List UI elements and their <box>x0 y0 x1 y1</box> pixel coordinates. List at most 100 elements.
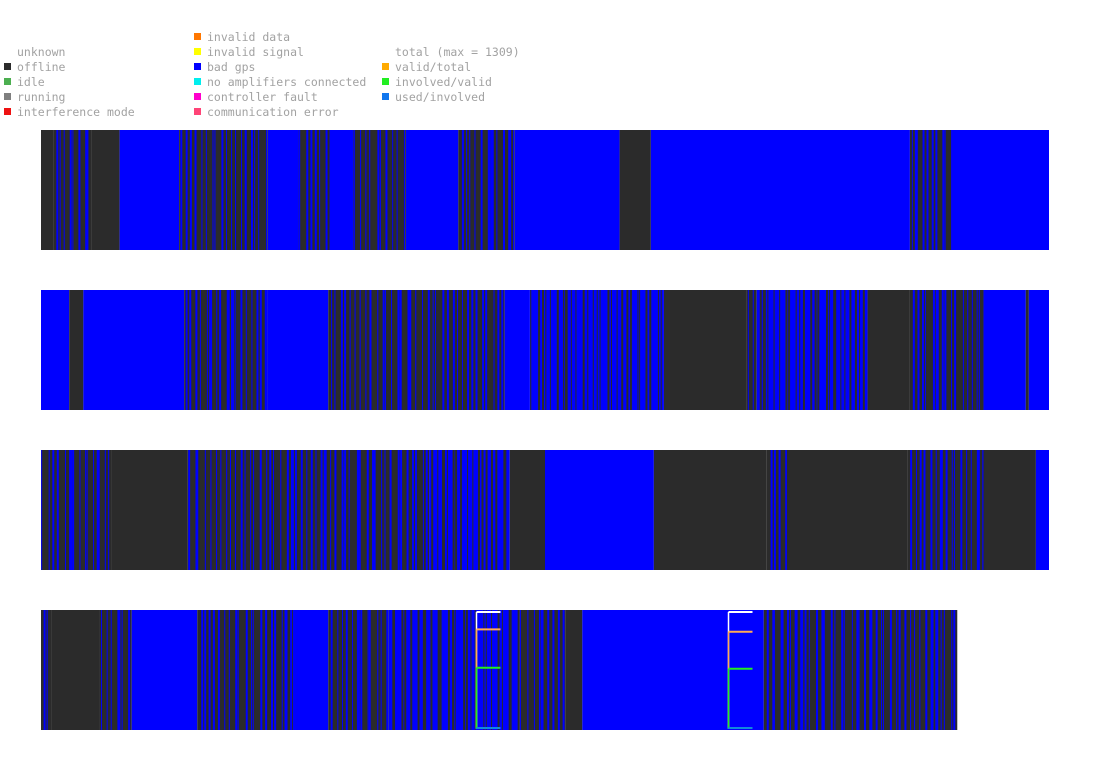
status-tick <box>41 450 43 570</box>
status-segment <box>69 290 84 410</box>
status-segment <box>267 290 329 410</box>
status-tick <box>800 610 804 730</box>
status-tick <box>250 130 253 250</box>
status-tick <box>849 290 852 410</box>
status-tick <box>121 610 123 730</box>
status-tick <box>607 290 610 410</box>
legend-swatch <box>194 33 201 40</box>
status-tick <box>457 290 459 410</box>
status-tick <box>935 130 938 250</box>
status-tick <box>452 610 455 730</box>
status-tick <box>505 450 507 570</box>
status-tick <box>461 130 464 250</box>
status-tick <box>201 610 204 730</box>
status-segment <box>51 610 100 730</box>
status-tick <box>437 610 440 730</box>
status-tick <box>204 610 207 730</box>
status-tick <box>789 610 791 730</box>
status-tick <box>951 290 953 410</box>
legend-swatch <box>4 93 11 100</box>
status-tick <box>220 450 222 570</box>
status-tick <box>240 450 243 570</box>
status-segment <box>565 610 583 730</box>
status-tick <box>240 290 243 410</box>
status-segment <box>983 450 1036 570</box>
status-segment <box>197 610 293 730</box>
status-tick <box>530 290 532 410</box>
status-tick <box>265 610 268 730</box>
status-tick <box>306 130 309 250</box>
legend-swatch <box>4 78 11 85</box>
status-tick <box>816 610 819 730</box>
status-tick <box>517 610 520 730</box>
status-tick <box>281 610 283 730</box>
status-segment <box>131 610 198 730</box>
status-tick <box>78 130 81 250</box>
status-tick <box>496 130 498 250</box>
status-tick <box>480 130 483 250</box>
status-tick <box>817 290 820 410</box>
status-tick <box>195 450 198 570</box>
status-segment <box>99 610 132 730</box>
status-tick <box>231 290 235 410</box>
status-tick <box>329 130 332 250</box>
status-tick <box>194 130 197 250</box>
status-tick <box>254 130 256 250</box>
status-tick <box>356 610 360 730</box>
status-tick <box>953 610 956 730</box>
status-tick <box>401 610 404 730</box>
status-tick <box>660 290 662 410</box>
status-tick <box>960 450 963 570</box>
status-tick <box>889 610 892 730</box>
status-segment <box>41 130 54 250</box>
status-tick <box>858 610 860 730</box>
status-tick <box>490 130 494 250</box>
status-tick <box>452 290 455 410</box>
status-tick <box>300 450 303 570</box>
status-tick <box>337 610 339 730</box>
status-tick <box>610 290 612 410</box>
status-tick <box>226 450 228 570</box>
status-tick <box>365 290 367 410</box>
status-tick <box>377 290 379 410</box>
status-tick <box>804 610 807 730</box>
status-tick <box>319 130 321 250</box>
status-tick <box>392 610 395 730</box>
status-tick <box>394 610 396 730</box>
status-tick <box>564 290 568 410</box>
legend-swatch <box>194 78 201 85</box>
status-segment <box>786 450 908 570</box>
status-tick <box>501 610 503 730</box>
status-tick <box>310 450 313 570</box>
status-tick <box>599 290 601 410</box>
legend-swatch <box>194 63 201 70</box>
status-tick <box>483 610 485 730</box>
status-tick <box>495 450 498 570</box>
status-tick <box>197 450 199 570</box>
timeline-strip <box>41 290 1049 410</box>
status-tick <box>258 130 260 250</box>
status-segment <box>867 290 910 410</box>
status-tick <box>410 610 413 730</box>
status-tick <box>422 450 424 570</box>
status-tick <box>365 130 367 250</box>
status-tick <box>397 290 400 410</box>
status-segment <box>293 610 329 730</box>
status-tick <box>386 610 389 730</box>
status-tick <box>434 290 436 410</box>
status-tick <box>944 290 947 410</box>
status-tick <box>437 450 439 570</box>
status-tick <box>273 450 275 570</box>
status-tick <box>110 610 112 730</box>
status-tick <box>935 610 939 730</box>
status-tick <box>72 130 74 250</box>
timeline-strip <box>41 450 1049 570</box>
status-tick <box>128 610 131 730</box>
status-tick <box>844 290 846 410</box>
status-tick <box>290 610 293 730</box>
legend-swatch <box>4 63 11 70</box>
status-tick <box>315 450 317 570</box>
status-tick <box>472 450 474 570</box>
status-tick <box>237 610 239 730</box>
status-tick <box>951 130 955 250</box>
